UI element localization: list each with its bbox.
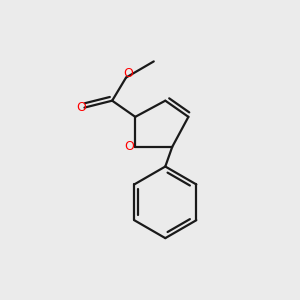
Text: O: O <box>123 67 133 80</box>
Text: O: O <box>77 101 87 114</box>
Text: O: O <box>124 140 134 153</box>
